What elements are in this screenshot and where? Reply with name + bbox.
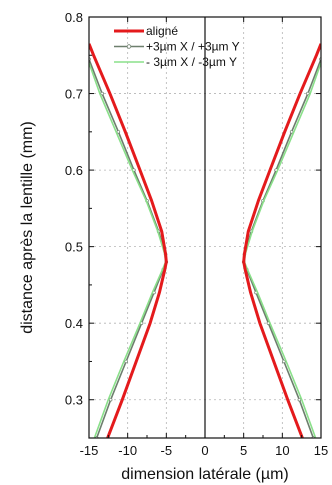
axis-ticks: -15 -10 -5 0 5 10 15 0.3 0.4 0.5 0.6 0.7 0.8 — [65, 10, 328, 458]
series-marker — [306, 91, 310, 96]
series-marker — [289, 130, 294, 134]
legend-label: +3µm X / +3µm Y — [146, 40, 240, 54]
y-tick-label: 0.5 — [65, 240, 83, 255]
series-marker — [297, 397, 302, 402]
series-layer — [89, 43, 321, 438]
series-marker — [100, 91, 104, 96]
x-tick-label: -10 — [118, 443, 137, 458]
y-tick-label: 0.6 — [65, 163, 83, 178]
x-axis-label: dimension latérale (µm) — [121, 466, 289, 483]
x-tick-label: -5 — [161, 443, 173, 458]
legend: aligné +3µm X / +3µm Y- 3µm X / -3µm Y — [114, 24, 240, 69]
series-marker — [108, 397, 113, 402]
y-axis-label: distance après la lentille (mm) — [19, 121, 36, 334]
y-tick-label: 0.3 — [65, 393, 83, 408]
x-tick-label: -15 — [80, 443, 99, 458]
legend-marker — [126, 44, 132, 49]
plot-area — [89, 43, 321, 438]
x-tick-label: 5 — [240, 443, 247, 458]
y-tick-label: 0.8 — [65, 10, 83, 25]
series-marker — [282, 359, 286, 364]
series-marker — [124, 359, 128, 364]
legend-label: aligné — [146, 24, 178, 38]
x-tick-label: 10 — [275, 443, 289, 458]
x-tick-label: 15 — [314, 443, 328, 458]
x-tick-label: 0 — [201, 443, 208, 458]
y-tick-label: 0.4 — [65, 316, 83, 331]
series-line — [242, 43, 321, 438]
series-marker — [116, 130, 121, 134]
legend-label: - 3µm X / -3µm Y — [146, 55, 237, 69]
y-tick-label: 0.7 — [65, 87, 83, 102]
series-line — [89, 43, 168, 438]
